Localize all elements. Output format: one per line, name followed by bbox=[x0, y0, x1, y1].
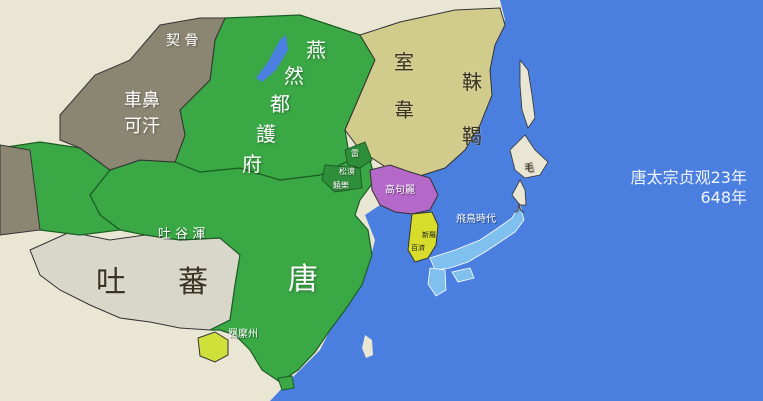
small-zone-1 bbox=[344, 141, 373, 169]
label-yanran-3: 都 bbox=[270, 92, 290, 116]
hokkaido bbox=[509, 134, 549, 179]
japan-kyushu bbox=[427, 267, 447, 297]
label-khitan: 契 骨 bbox=[166, 33, 199, 49]
qaghan-region bbox=[59, 17, 226, 171]
japan-honshu bbox=[429, 203, 525, 271]
label-yanran-4: 護 bbox=[256, 122, 276, 146]
label-qaghan-2: 可汗 bbox=[124, 116, 160, 137]
small-zone-2 bbox=[321, 164, 363, 193]
label-tibet-left: 吐 bbox=[96, 265, 126, 300]
label-tibet-right: 蕃 bbox=[178, 265, 208, 300]
map-caption: 唐太宗贞观23年 648年 bbox=[631, 168, 747, 208]
caption-line-1: 唐太宗贞观23年 bbox=[630, 168, 747, 187]
lake-baikal bbox=[256, 35, 288, 82]
japan-shikoku bbox=[451, 267, 475, 283]
label-japan-asuka: 飛鳥時代 bbox=[456, 214, 496, 225]
label-yanran-1: 燕 bbox=[306, 38, 326, 62]
shiwei-mohe-region bbox=[344, 7, 506, 191]
label-small-a: 雷 bbox=[351, 149, 359, 158]
tohoku-land bbox=[511, 179, 527, 206]
label-small-b: 松漠 bbox=[339, 167, 355, 176]
nanzhao-region bbox=[197, 331, 229, 363]
label-ainu-top: 毛 bbox=[524, 163, 534, 174]
label-tang: 唐 bbox=[288, 262, 318, 297]
label-yanran-2: 然 bbox=[284, 64, 304, 88]
caption-line-2: 648年 bbox=[700, 188, 747, 207]
label-baekje: 百濟 bbox=[411, 244, 425, 252]
label-qaghan-1: 車鼻 bbox=[124, 90, 160, 111]
label-ainu-mid: 人 bbox=[514, 204, 524, 215]
label-silla: 新羅 bbox=[422, 231, 436, 239]
label-tuyuhun: 吐 谷 渾 bbox=[158, 227, 206, 242]
label-shiwei-2: 韋 bbox=[394, 98, 414, 122]
label-mohe-1: 靺 bbox=[462, 70, 482, 94]
label-small-c: 饒樂 bbox=[333, 181, 349, 190]
label-shiwei-1: 室 bbox=[394, 50, 414, 74]
label-yanran-5: 府 bbox=[242, 152, 262, 176]
korea-south-region bbox=[407, 211, 439, 263]
hainan bbox=[277, 375, 295, 391]
label-mohe-2: 鞨 bbox=[462, 124, 482, 148]
sakhalin bbox=[519, 58, 536, 129]
goguryeo-region bbox=[369, 164, 439, 215]
label-jimi: 羈縻州 bbox=[228, 329, 258, 340]
taiwan bbox=[362, 335, 373, 358]
west-grey-region bbox=[0, 144, 41, 236]
label-goguryeo: 高句麗 bbox=[385, 185, 415, 196]
